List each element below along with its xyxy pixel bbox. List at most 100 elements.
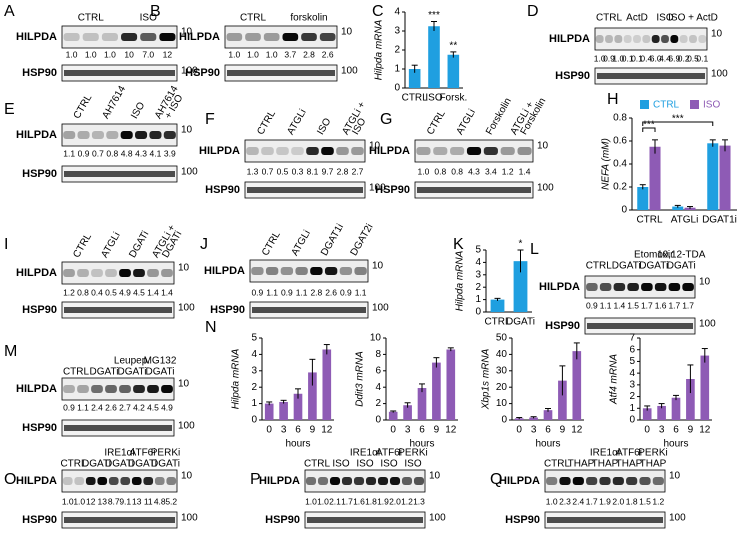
lane-label: ATF6i [130, 448, 156, 459]
bar [308, 372, 317, 420]
lane-label: ISO [656, 13, 673, 24]
marker-label: 10 [669, 471, 681, 482]
x-tick-label: CTRL [402, 93, 429, 104]
band [341, 477, 353, 485]
panel-letter: C [372, 3, 384, 20]
quant-label: 2.3 [559, 496, 571, 506]
band [63, 385, 75, 393]
quant-label: 3.4 [485, 166, 497, 176]
quant-label: 9.1 [119, 496, 131, 506]
bar [671, 397, 681, 420]
band [595, 35, 604, 43]
band [626, 477, 638, 485]
y-tick-label: 6 [375, 365, 381, 376]
quant-label: 1.0 [104, 49, 116, 59]
quant-label: 4.8 [121, 148, 133, 158]
quant-label: 1.4 [161, 287, 173, 297]
quant-label: 4.8 [154, 496, 166, 506]
x-tick-label: 6 [295, 425, 301, 436]
band [245, 33, 261, 41]
bar [686, 379, 695, 420]
lane-label: DGATi [639, 261, 668, 272]
band [265, 267, 279, 275]
x-tick-label: Forsk. [439, 93, 467, 104]
band [64, 171, 175, 177]
band [119, 385, 131, 393]
band [317, 477, 329, 485]
quant-label: 5.2 [165, 496, 177, 506]
x-tick-label: 6 [419, 425, 425, 436]
bar [543, 410, 553, 420]
y-axis-label: Hilpda mRNA [231, 348, 242, 409]
quant-label: 6.0 [650, 53, 662, 63]
marker-label: 10 [341, 27, 353, 38]
quant-label: 1.6 [655, 300, 667, 310]
row-label: HSP90 [185, 67, 220, 79]
bar [408, 69, 421, 88]
bar [637, 187, 649, 210]
band [623, 35, 632, 43]
band [108, 477, 119, 485]
blot-frame [249, 259, 369, 283]
band [679, 35, 688, 43]
marker-label: 10 [181, 27, 193, 38]
lane-label: ISO [356, 459, 373, 470]
x-tick-label: DGATi [506, 317, 535, 328]
row-label: HILPDA [16, 383, 57, 395]
blot-frame [594, 27, 708, 51]
band [417, 187, 531, 193]
quant-label: 0.9 [78, 148, 90, 158]
band [668, 283, 681, 291]
quant-label: 0.2 [678, 53, 690, 63]
bar [446, 349, 456, 420]
quant-label: 1.0 [73, 496, 85, 506]
quant-label: 0.4 [640, 53, 652, 63]
quant-label: 2.7 [352, 166, 364, 176]
band [62, 477, 73, 485]
y-tick-label: 4 [375, 382, 381, 393]
band [77, 385, 89, 393]
quant-label: 2.0 [389, 496, 401, 506]
y-tick-label: 10 [496, 398, 508, 409]
band [121, 33, 138, 41]
quant-label: 6.9 [668, 53, 680, 63]
lane-label: THAP [616, 459, 643, 470]
band [599, 477, 611, 485]
band [163, 131, 176, 139]
x-axis-label: hours [535, 439, 560, 450]
y-tick-label: 2 [251, 382, 257, 393]
lane-label: ISO [404, 459, 421, 470]
quant-label: 1.8 [626, 496, 638, 506]
bar [490, 299, 505, 312]
lane-label: MG132 [144, 356, 177, 367]
band [639, 477, 651, 485]
quant-label: 0.9 [281, 287, 293, 297]
band [246, 147, 259, 155]
y-tick-label: 1 [475, 294, 481, 305]
quant-label: 1.1 [266, 287, 278, 297]
band [133, 385, 145, 393]
y-tick-label: 3 [394, 26, 400, 37]
significance-bracket [642, 121, 714, 126]
bar [572, 351, 582, 420]
quant-label: 1.8 [365, 496, 377, 506]
panel-letter: N [205, 319, 217, 336]
quant-label: 2.6 [322, 49, 334, 59]
x-tick-label: 9 [560, 425, 566, 436]
band [336, 147, 349, 155]
lane-label: CTRL [78, 13, 105, 24]
lane-label: Etomoxir [634, 250, 674, 261]
band [547, 517, 663, 523]
bar [529, 417, 538, 420]
band [227, 70, 335, 76]
row-label: HILPDA [16, 129, 57, 141]
y-tick-label: 5 [475, 245, 481, 256]
quant-label: 4.3 [135, 148, 147, 158]
band [105, 385, 117, 393]
row-label: HSP90 [265, 514, 300, 526]
x-tick-label: 0 [644, 425, 650, 436]
row-label: HSP90 [375, 184, 410, 196]
quant-label: 1.9 [377, 496, 389, 506]
y-tick-label: 8 [375, 349, 381, 360]
y-tick-label: 0.6 [613, 136, 627, 147]
